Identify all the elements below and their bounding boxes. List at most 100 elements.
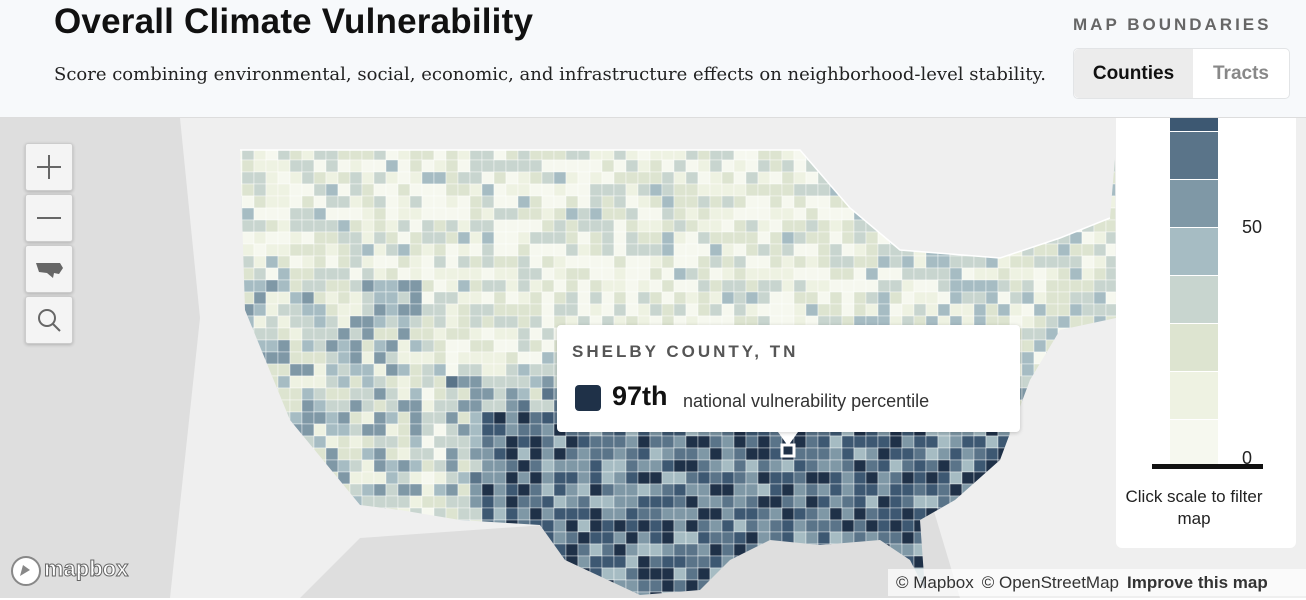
- county-cell[interactable]: [337, 159, 351, 173]
- county-cell[interactable]: [493, 219, 507, 233]
- county-cell[interactable]: [637, 243, 651, 257]
- county-cell[interactable]: [313, 411, 327, 425]
- county-cell[interactable]: [529, 483, 543, 497]
- county-cell[interactable]: [661, 543, 675, 557]
- county-cell[interactable]: [1069, 243, 1083, 257]
- county-cell[interactable]: [313, 291, 327, 305]
- county-cell[interactable]: [421, 267, 435, 281]
- county-cell[interactable]: [661, 579, 675, 593]
- county-cell[interactable]: [817, 303, 831, 317]
- county-cell[interactable]: [1093, 279, 1107, 293]
- county-cell[interactable]: [541, 375, 555, 389]
- county-cell[interactable]: [1081, 291, 1095, 305]
- county-cell[interactable]: [853, 255, 867, 269]
- county-cell[interactable]: [625, 459, 639, 473]
- county-cell[interactable]: [613, 531, 627, 545]
- county-cell[interactable]: [469, 411, 483, 425]
- county-cell[interactable]: [301, 387, 315, 401]
- county-cell[interactable]: [553, 183, 567, 197]
- county-cell[interactable]: [613, 519, 627, 533]
- county-cell[interactable]: [337, 291, 351, 305]
- county-cell[interactable]: [661, 171, 675, 185]
- county-cell[interactable]: [265, 219, 279, 233]
- county-cell[interactable]: [529, 351, 543, 365]
- county-cell[interactable]: [313, 279, 327, 293]
- county-cell[interactable]: [301, 183, 315, 197]
- county-cell[interactable]: [925, 495, 939, 509]
- county-cell[interactable]: [541, 219, 555, 233]
- county-cell[interactable]: [529, 279, 543, 293]
- county-cell[interactable]: [781, 507, 795, 521]
- county-cell[interactable]: [769, 243, 783, 257]
- county-cell[interactable]: [1021, 327, 1035, 341]
- county-cell[interactable]: [337, 351, 351, 365]
- county-cell[interactable]: [325, 291, 339, 305]
- county-cell[interactable]: [493, 279, 507, 293]
- county-cell[interactable]: [649, 531, 663, 545]
- county-cell[interactable]: [349, 447, 363, 461]
- county-cell[interactable]: [373, 435, 387, 449]
- county-cell[interactable]: [361, 483, 375, 497]
- county-cell[interactable]: [781, 219, 795, 233]
- county-cell[interactable]: [745, 243, 759, 257]
- county-cell[interactable]: [529, 195, 543, 209]
- county-cell[interactable]: [565, 183, 579, 197]
- county-cell[interactable]: [469, 351, 483, 365]
- county-cell[interactable]: [313, 183, 327, 197]
- county-cell[interactable]: [829, 435, 843, 449]
- county-cell[interactable]: [505, 435, 519, 449]
- county-cell[interactable]: [553, 471, 567, 485]
- county-cell[interactable]: [361, 279, 375, 293]
- county-cell[interactable]: [733, 279, 747, 293]
- county-cell[interactable]: [517, 171, 531, 185]
- county-cell[interactable]: [349, 423, 363, 437]
- county-cell[interactable]: [505, 315, 519, 329]
- county-cell[interactable]: [313, 243, 327, 257]
- county-cell[interactable]: [253, 207, 267, 221]
- county-cell[interactable]: [781, 471, 795, 485]
- county-cell[interactable]: [841, 483, 855, 497]
- county-cell[interactable]: [865, 231, 879, 245]
- county-cell[interactable]: [493, 363, 507, 377]
- county-cell[interactable]: [301, 267, 315, 281]
- county-cell[interactable]: [589, 519, 603, 533]
- county-cell[interactable]: [829, 483, 843, 497]
- county-cell[interactable]: [577, 219, 591, 233]
- county-cell[interactable]: [289, 231, 303, 245]
- county-cell[interactable]: [349, 171, 363, 185]
- county-cell[interactable]: [541, 447, 555, 461]
- county-cell[interactable]: [421, 219, 435, 233]
- county-cell[interactable]: [721, 267, 735, 281]
- county-cell[interactable]: [565, 243, 579, 257]
- county-cell[interactable]: [517, 387, 531, 401]
- county-cell[interactable]: [925, 267, 939, 281]
- county-cell[interactable]: [673, 171, 687, 185]
- county-cell[interactable]: [697, 243, 711, 257]
- county-cell[interactable]: [385, 483, 399, 497]
- county-cell[interactable]: [889, 291, 903, 305]
- county-cell[interactable]: [625, 243, 639, 257]
- county-cell[interactable]: [937, 267, 951, 281]
- county-cell[interactable]: [841, 303, 855, 317]
- county-cell[interactable]: [673, 219, 687, 233]
- county-cell[interactable]: [289, 279, 303, 293]
- county-cell[interactable]: [757, 471, 771, 485]
- county-cell[interactable]: [529, 267, 543, 281]
- county-cell[interactable]: [541, 459, 555, 473]
- county-cell[interactable]: [661, 507, 675, 521]
- county-cell[interactable]: [529, 435, 543, 449]
- county-cell[interactable]: [385, 243, 399, 257]
- county-cell[interactable]: [373, 231, 387, 245]
- county-cell[interactable]: [481, 231, 495, 245]
- county-cell[interactable]: [805, 435, 819, 449]
- county-cell[interactable]: [457, 495, 471, 509]
- county-cell[interactable]: [337, 387, 351, 401]
- county-cell[interactable]: [349, 399, 363, 413]
- county-cell[interactable]: [397, 387, 411, 401]
- county-cell[interactable]: [565, 459, 579, 473]
- county-cell[interactable]: [733, 195, 747, 209]
- county-cell[interactable]: [505, 159, 519, 173]
- county-cell[interactable]: [481, 327, 495, 341]
- county-cell[interactable]: [553, 303, 567, 317]
- county-cell[interactable]: [721, 531, 735, 545]
